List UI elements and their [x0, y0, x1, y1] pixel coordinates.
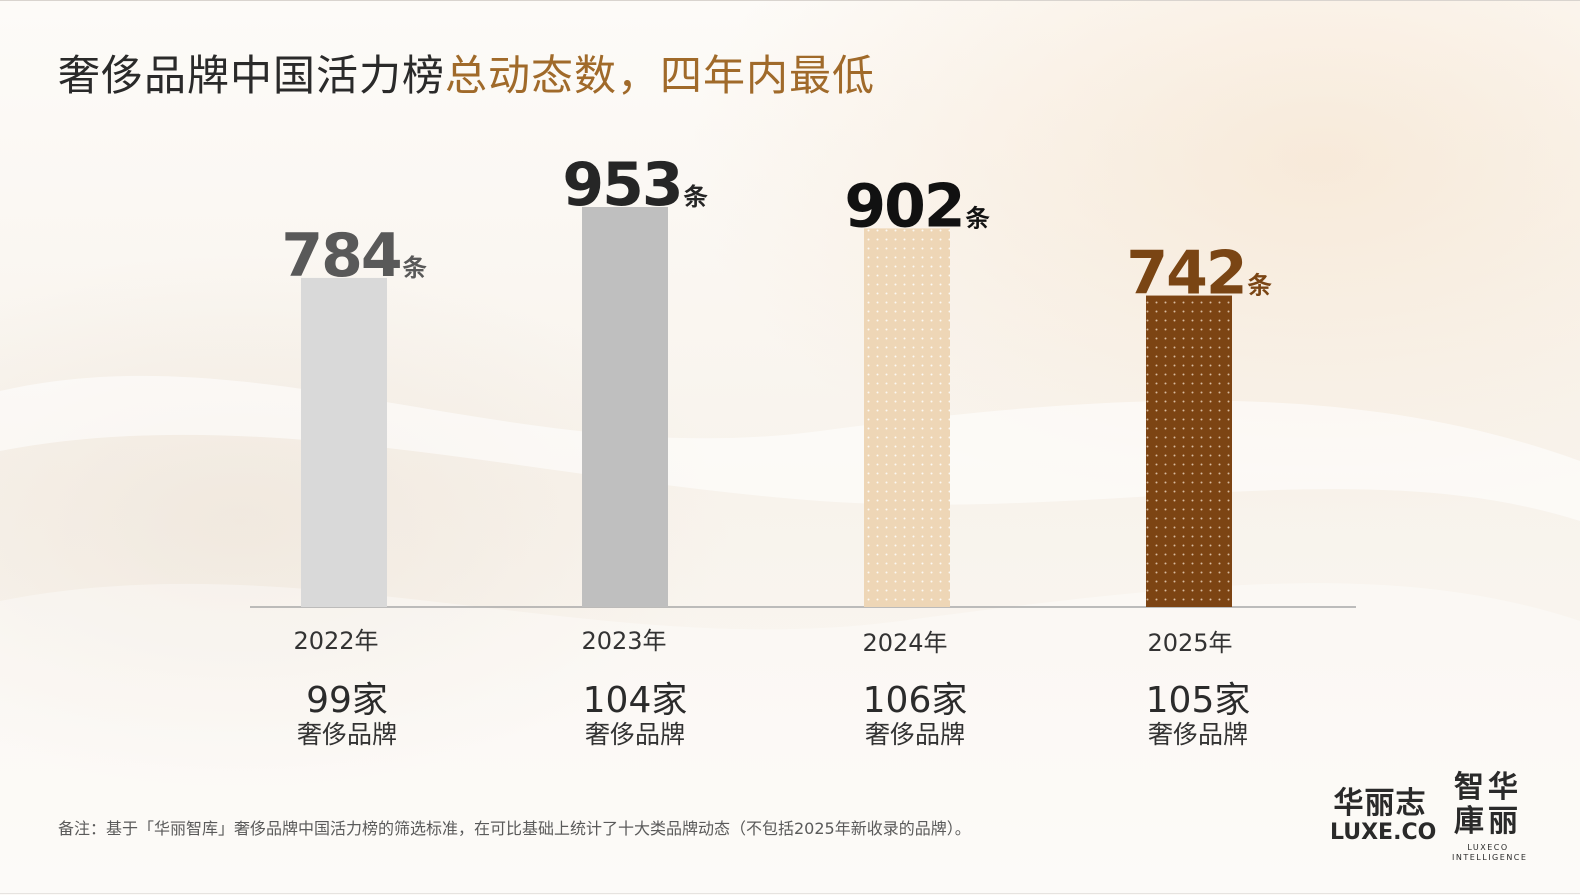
data-label-unit-2025: 条	[1248, 272, 1273, 300]
data-label-value-2023: 953	[562, 150, 681, 220]
data-label-value-2025: 742	[1126, 239, 1245, 309]
title-accent: 总动态数，四年内最低	[445, 51, 876, 100]
brand-label-2024: 奢侈品牌	[864, 720, 965, 749]
data-label-2024: 902条	[844, 171, 990, 241]
brand-count-2024: 106家	[862, 680, 968, 721]
title-main: 奢侈品牌中国活力榜	[58, 51, 446, 100]
data-label-unit-2023: 条	[684, 183, 709, 211]
intel-logo-en: LUXECO INTELLIGENCE	[1452, 843, 1528, 862]
intel-logo-char-4: 丽	[1488, 804, 1518, 839]
luxeco-logo: 华丽志 LUXE.CO	[1330, 786, 1437, 845]
bar-2022	[301, 277, 387, 607]
brand-label-2025: 奢侈品牌	[1147, 720, 1248, 749]
brand-count-2023: 104家	[582, 680, 688, 721]
intel-logo-char-2: 华	[1488, 770, 1518, 805]
data-label-2025: 742条	[1126, 239, 1272, 309]
brand-count-2022: 99家	[306, 680, 388, 721]
brand-label-2022: 奢侈品牌	[296, 720, 397, 749]
brand-label-2023: 奢侈品牌	[584, 720, 685, 749]
bar-texture-2025	[1146, 295, 1232, 607]
intel-logo-char-3: 庫	[1454, 804, 1484, 839]
tick-label-2022: 2022年	[293, 627, 379, 655]
luxeco-intelligence-logo: 智 华 庫 丽 LUXECO INTELLIGENCE	[1452, 770, 1528, 863]
tick-label-2025: 2025年	[1147, 629, 1233, 657]
brand-count-2025: 105家	[1145, 680, 1251, 721]
footnote: 备注：基于「华丽智库」奢侈品牌中国活力榜的筛选标准，在可比基础上统计了十大类品牌…	[58, 819, 971, 838]
data-label-unit-2024: 条	[966, 204, 991, 232]
bar-texture-2024	[864, 228, 950, 608]
luxeco-logo-cn: 华丽志	[1333, 786, 1427, 821]
page-title: 奢侈品牌中国活力榜总动态数，四年内最低	[58, 49, 875, 103]
data-label-value-2022: 784	[281, 221, 400, 291]
tick-label-2023: 2023年	[581, 627, 667, 655]
data-label-unit-2022: 条	[403, 254, 428, 282]
bar-2023	[582, 207, 668, 607]
data-label-2022: 784条	[281, 221, 427, 291]
data-label-value-2024: 902	[844, 171, 963, 241]
data-label-2023: 953条	[562, 150, 708, 220]
tick-label-2024: 2024年	[862, 629, 948, 657]
luxeco-logo-en: LUXE.CO	[1330, 820, 1437, 845]
intel-logo-char-1: 智	[1454, 770, 1484, 805]
